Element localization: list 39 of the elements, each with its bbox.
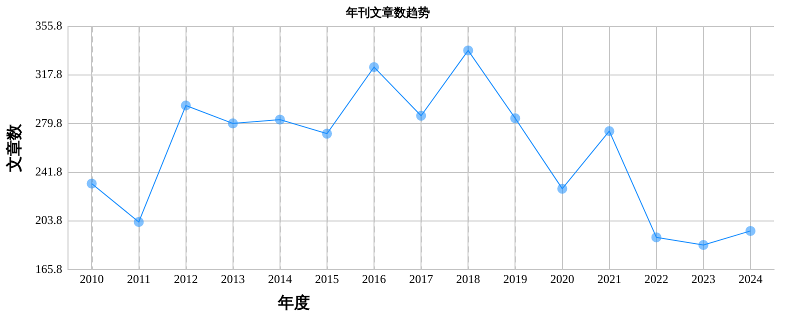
y-tick-label: 241.8: [35, 164, 62, 178]
point: [228, 118, 238, 128]
x-tick-label: 2012: [174, 272, 198, 286]
x-tick-label: 2011: [127, 272, 151, 286]
point: [322, 128, 332, 139]
y-tick-label: 203.8: [35, 213, 62, 228]
point: [134, 216, 144, 227]
chart-title: 年刊文章数趋势: [345, 5, 430, 20]
x-tick-label: 2013: [220, 272, 245, 286]
point: [698, 240, 708, 250]
y-tick-label: 317.8: [35, 67, 62, 82]
x-tick-label: 2014: [268, 272, 292, 286]
y-tick-label: 165.8: [35, 262, 62, 276]
x-tick-label: 2024: [738, 272, 762, 286]
point: [510, 113, 520, 124]
y-tick-label: 355.8: [35, 18, 62, 33]
x-tick-label: 2021: [597, 272, 622, 286]
point: [463, 45, 474, 56]
y-axis-title: 文章数: [6, 123, 24, 173]
point: [557, 184, 568, 194]
x-tick-label: 2020: [550, 272, 574, 286]
x-tick-label: 2015: [314, 272, 339, 286]
x-tick-label: 2018: [456, 272, 480, 286]
point: [651, 232, 662, 242]
point: [86, 178, 97, 189]
point: [274, 114, 285, 125]
point: [416, 110, 426, 121]
x-tick-label: 2023: [691, 272, 716, 286]
point: [369, 62, 380, 72]
point: [745, 226, 756, 236]
x-tick-label: 2022: [644, 272, 668, 286]
point: [180, 100, 191, 111]
x-axis-title: 年度: [277, 293, 310, 312]
x-tick-label: 2016: [362, 272, 386, 286]
x-tick-label: 2019: [503, 272, 528, 286]
x-tick-label: 2017: [409, 272, 434, 286]
x-tick-label: 2010: [80, 272, 104, 286]
point: [604, 126, 614, 136]
y-tick-label: 279.8: [35, 116, 62, 130]
